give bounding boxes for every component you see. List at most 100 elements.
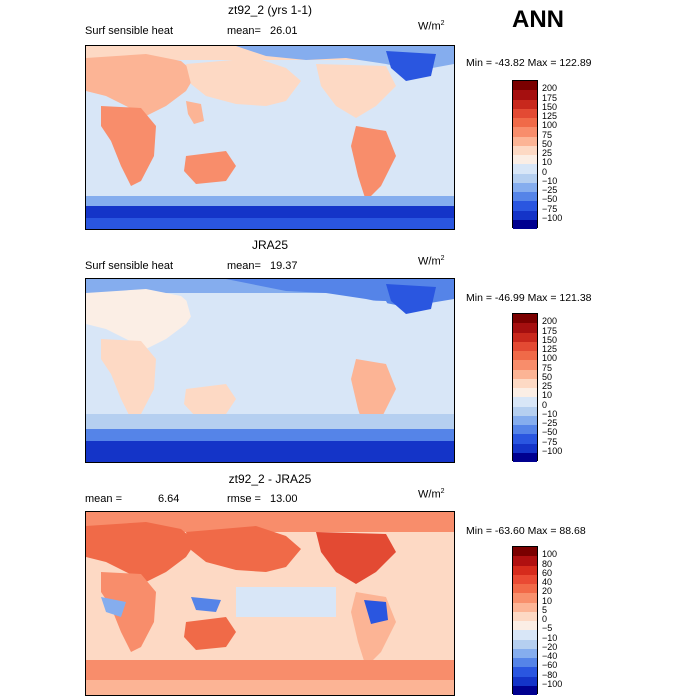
eurasia-west — [86, 54, 196, 116]
colorbar-swatch — [513, 388, 537, 398]
panel1-mean-label: mean= — [227, 25, 261, 37]
colorbar-tick-label: 150 — [542, 334, 558, 345]
southern-ocean-cold — [86, 429, 454, 441]
panel3-stats: Min = -63.60 Max = 88.68 — [466, 525, 586, 537]
colorbar-swatch — [513, 574, 537, 584]
panel3-rmse-value: 13.00 — [270, 493, 298, 505]
colorbar-swatch — [513, 164, 537, 174]
asia-east — [186, 293, 301, 339]
colorbar-tick-label: 75 — [542, 362, 553, 373]
panel1-map-svg — [86, 46, 454, 229]
colorbar-swatch — [513, 360, 537, 370]
panel2-stats: Min = -46.99 Max = 121.38 — [466, 292, 592, 304]
colorbar-swatch — [513, 658, 537, 668]
colorbar-tick-label: −100 — [542, 678, 563, 689]
colorbar-swatch — [513, 90, 537, 100]
colorbar-swatch — [513, 415, 537, 425]
colorbar-swatch — [513, 332, 537, 342]
panel3-mean-value: 6.64 — [158, 493, 180, 505]
colorbar-swatch — [513, 136, 537, 146]
asia-east — [186, 526, 301, 572]
colorbar-tick-label: −5 — [542, 623, 553, 634]
antarctica-band — [86, 680, 454, 695]
south-america — [351, 126, 396, 201]
eurasia-west — [86, 522, 196, 582]
pacific-cool — [236, 587, 336, 617]
central-africa-cool — [101, 597, 126, 617]
colorbar-swatch — [513, 201, 537, 211]
north-america — [316, 299, 396, 351]
colorbar-tick-label: −50 — [542, 194, 558, 205]
colorbar-tick-label: 0 — [542, 399, 548, 410]
colorbar-swatch — [513, 182, 537, 192]
southern-ocean-band — [86, 414, 454, 429]
colorbar-tick-label: 75 — [542, 129, 553, 140]
panel3-units: W/m2 — [418, 488, 445, 501]
north-america — [316, 532, 396, 584]
colorbar-tick-label: 10 — [542, 595, 553, 606]
colorbar-swatch — [513, 676, 537, 686]
panel1-units: W/m2 — [418, 20, 445, 33]
colorbar-swatch — [513, 621, 537, 631]
colorbar-tick-label: 20 — [542, 586, 553, 597]
colorbar-tick-label: 10 — [542, 390, 553, 401]
panel3-colorbar — [512, 546, 538, 695]
colorbar-swatch — [513, 210, 537, 220]
colorbar-tick-label: −100 — [542, 212, 563, 223]
panel2-title: JRA25 — [251, 238, 289, 252]
southern-ocean-band — [86, 196, 454, 206]
colorbar-tick-label: −20 — [542, 641, 558, 652]
colorbar-tick-label: 50 — [542, 138, 553, 149]
colorbar-tick-label: −80 — [542, 669, 558, 680]
panel1-variable: Surf sensible heat — [85, 25, 174, 37]
colorbar-tick-label: −25 — [542, 185, 558, 195]
panel1-stats: Min = -43.82 Max = 122.89 — [466, 57, 592, 69]
panel2-mean-value: 19.37 — [270, 260, 298, 272]
colorbar-swatch — [513, 667, 537, 677]
antarctica-inner — [86, 218, 454, 229]
colorbar-tick-label: 25 — [542, 381, 553, 391]
india — [186, 101, 204, 124]
eurasia-west — [86, 289, 196, 349]
colorbar-tick-label: 80 — [542, 558, 553, 569]
arctic-band — [86, 512, 454, 532]
greenland-cold — [386, 51, 436, 81]
colorbar-tick-label: 100 — [542, 120, 558, 131]
colorbar-swatch — [513, 323, 537, 333]
colorbar-swatch — [513, 630, 537, 640]
colorbar-tick-label: −10 — [542, 408, 558, 419]
colorbar-swatch — [513, 108, 537, 118]
southern-ocean-band — [86, 660, 454, 680]
colorbar-swatch — [513, 351, 537, 361]
colorbar-tick-label: 0 — [542, 166, 548, 177]
antarctica-band — [86, 441, 454, 462]
australia — [184, 617, 236, 650]
north-america — [316, 64, 396, 118]
colorbar-tick-label: 40 — [542, 577, 553, 587]
panel2-colorbar — [512, 313, 538, 462]
panel2-map — [85, 278, 455, 463]
colorbar-tick-label: 150 — [542, 101, 558, 112]
colorbar-tick-label: −50 — [542, 427, 558, 438]
colorbar-tick-label: 100 — [542, 353, 558, 364]
colorbar-tick-label: 50 — [542, 371, 553, 382]
australia — [184, 151, 236, 184]
colorbar-swatch — [513, 565, 537, 575]
colorbar-tick-label: 175 — [542, 325, 558, 336]
colorbar-tick-label: −75 — [542, 436, 558, 447]
colorbar-swatch — [513, 584, 537, 594]
colorbar-tick-label: 5 — [542, 604, 548, 615]
colorbar-swatch — [513, 593, 537, 603]
panel3-mean-label: mean = — [85, 493, 122, 505]
colorbar-tick-label: −10 — [542, 175, 558, 186]
panel3-title: zt92_2 - JRA25 — [228, 472, 312, 486]
colorbar-swatch — [513, 127, 537, 137]
panel1-map — [85, 45, 455, 230]
panel1-colorbar — [512, 80, 538, 229]
colorbar-swatch — [513, 556, 537, 566]
colorbar-swatch — [513, 425, 537, 435]
colorbar-tick-label: 25 — [542, 148, 553, 158]
panel3-map — [85, 511, 455, 696]
colorbar-swatch — [513, 192, 537, 202]
colorbar-swatch — [513, 341, 537, 351]
